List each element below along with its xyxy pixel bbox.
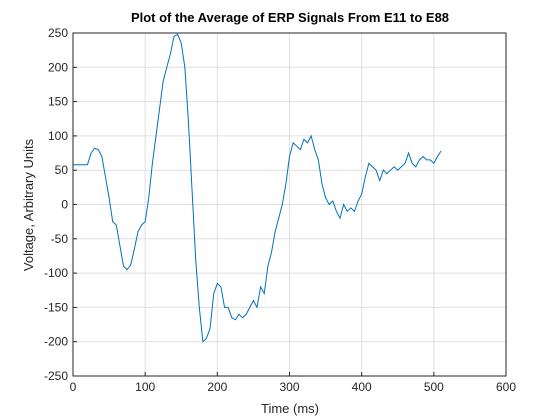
- data-line: [73, 33, 442, 343]
- y-tick-label: -250: [44, 369, 68, 383]
- y-tick-label: 100: [48, 129, 68, 143]
- x-tick-label: 100: [135, 380, 155, 394]
- x-tick-label: 300: [279, 380, 299, 394]
- y-tick-label: 50: [55, 163, 69, 177]
- y-tick-label: -100: [44, 266, 68, 280]
- y-tick-label: 0: [61, 198, 68, 212]
- x-tick-label: 500: [424, 380, 444, 394]
- marks: [73, 33, 442, 343]
- y-tick-label: -50: [51, 232, 69, 246]
- x-tick-label: 200: [207, 380, 227, 394]
- x-axis-label: Time (ms): [261, 401, 319, 416]
- y-tick-label: -200: [44, 335, 68, 349]
- y-tick-label: 250: [48, 26, 68, 40]
- x-tick-label: 400: [352, 380, 372, 394]
- x-tick-label: 0: [70, 380, 77, 394]
- x-tick-label: 600: [496, 380, 516, 394]
- y-tick-label: 150: [48, 95, 68, 109]
- y-axis-label: Voltage, Arbitrary Units: [21, 138, 36, 271]
- chart-title: Plot of the Average of ERP Signals From …: [131, 10, 449, 25]
- y-tick-label: 200: [48, 60, 68, 74]
- y-tick-label: -150: [44, 300, 68, 314]
